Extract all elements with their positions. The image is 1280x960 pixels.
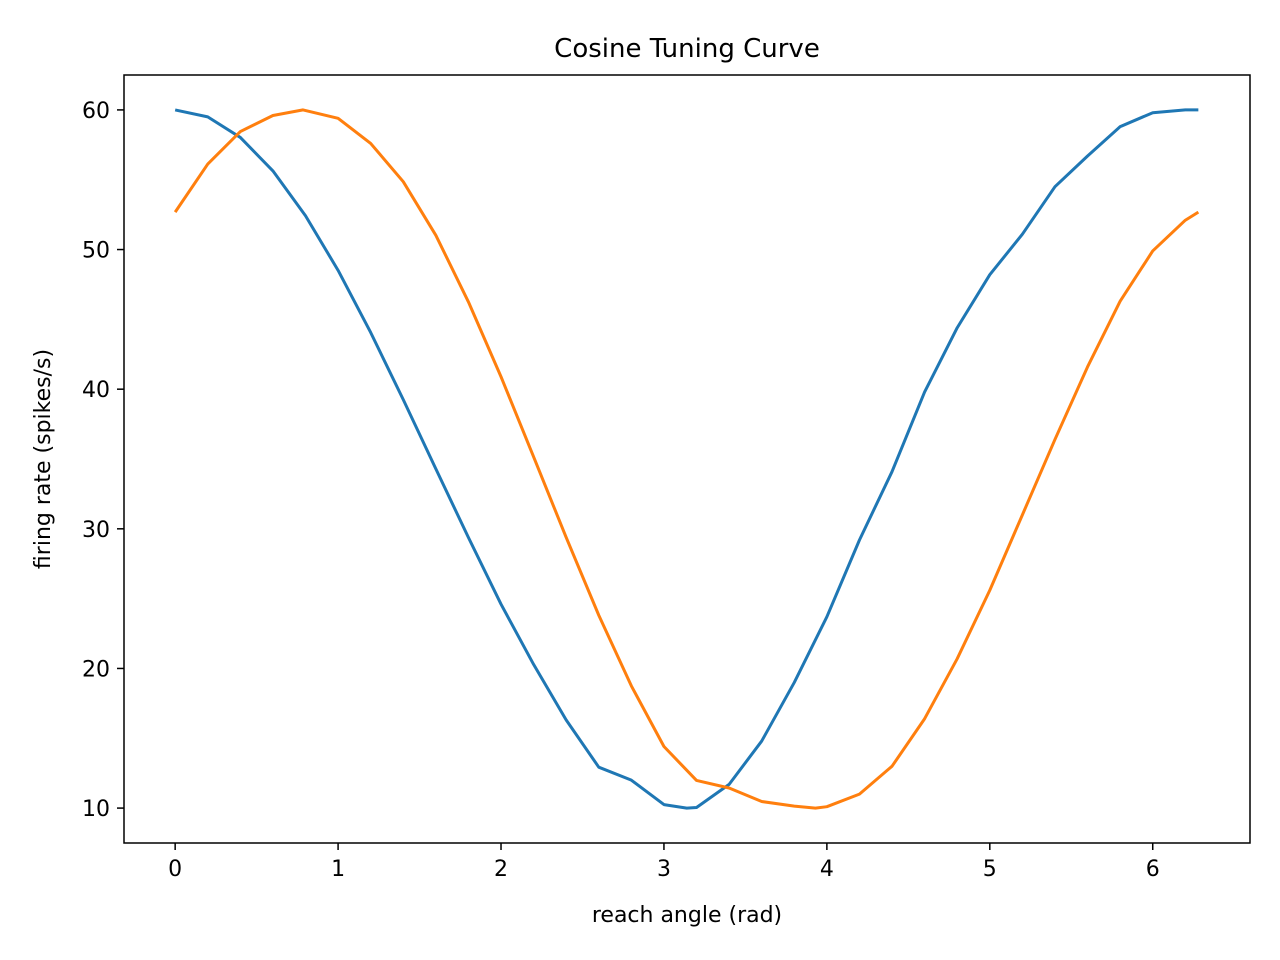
y-tick-label: 40 bbox=[82, 378, 110, 403]
y-tick-label: 20 bbox=[82, 657, 110, 682]
x-tick-label: 0 bbox=[168, 857, 182, 882]
x-tick-label: 6 bbox=[1146, 857, 1160, 882]
x-tick-label: 2 bbox=[494, 857, 508, 882]
x-axis: 0 1 2 3 4 5 6 bbox=[168, 843, 1160, 882]
x-tick-label: 3 bbox=[657, 857, 671, 882]
y-axis-label: firing rate (spikes/s) bbox=[31, 349, 56, 569]
axes-frame bbox=[123, 74, 1251, 844]
y-tick-label: 30 bbox=[82, 518, 110, 543]
y-tick-label: 60 bbox=[82, 99, 110, 124]
y-tick-label: 50 bbox=[82, 239, 110, 264]
series-line-1 bbox=[174, 108, 1199, 810]
y-tick-label: 10 bbox=[82, 797, 110, 822]
series-line-2 bbox=[173, 108, 1200, 810]
x-tick-label: 1 bbox=[331, 857, 345, 882]
chart-title: Cosine Tuning Curve bbox=[554, 34, 820, 64]
series-layer bbox=[173, 108, 1200, 810]
x-tick-label: 4 bbox=[820, 857, 834, 882]
x-axis-label: reach angle (rad) bbox=[592, 903, 782, 928]
x-tick-label: 5 bbox=[983, 857, 997, 882]
y-axis: 10 20 30 40 50 60 bbox=[82, 99, 124, 822]
